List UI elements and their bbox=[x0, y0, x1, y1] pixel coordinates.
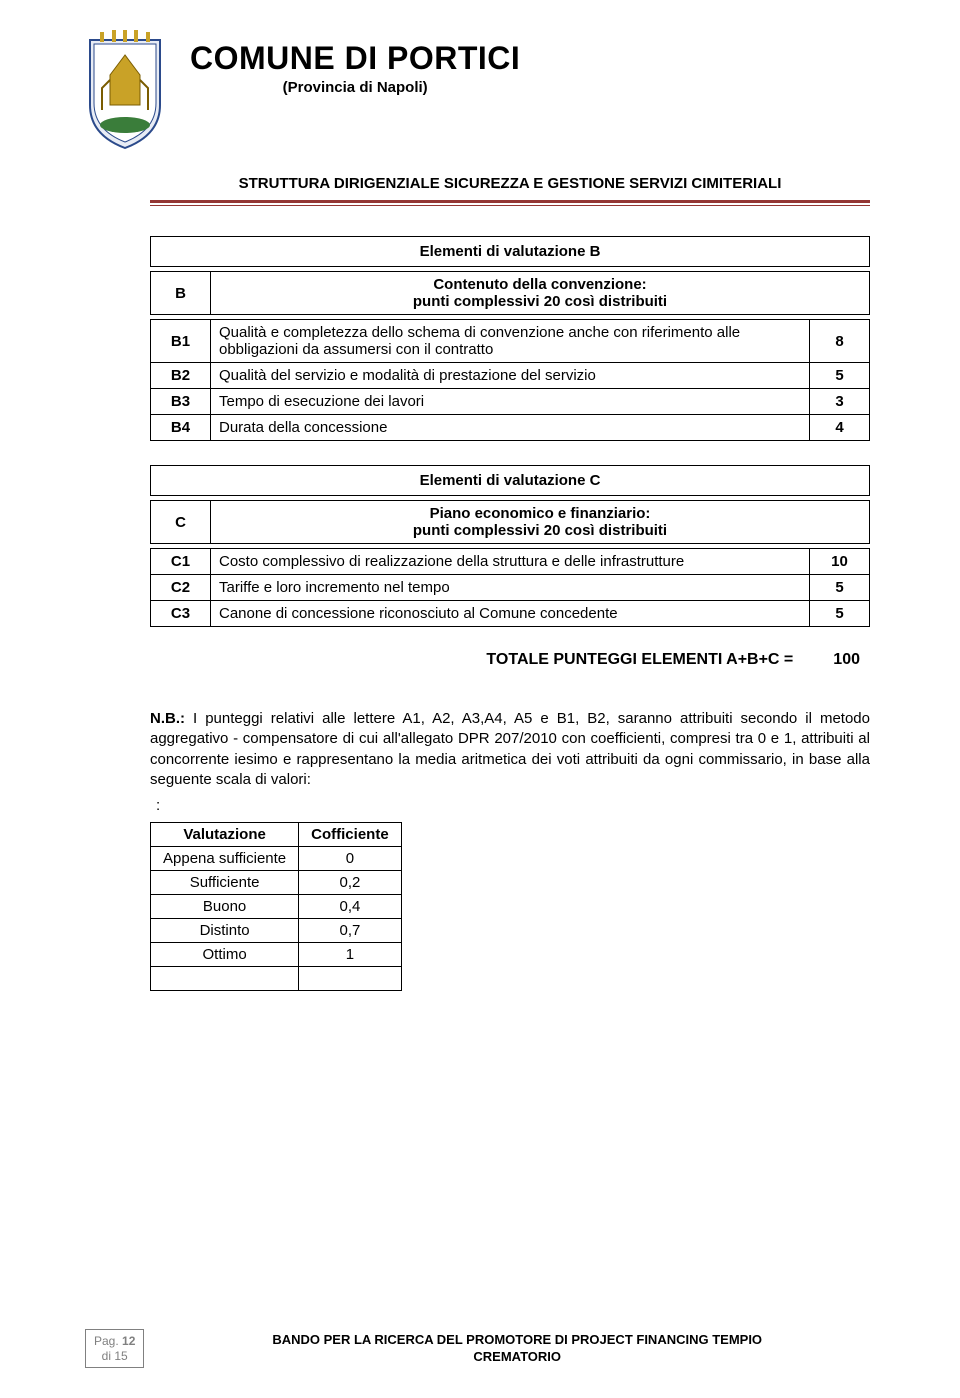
table-b-title: Elementi di valutazione B bbox=[151, 237, 870, 267]
table-b-section-desc: Contenuto della convenzione: punti compl… bbox=[211, 272, 870, 315]
v00: Appena sufficiente bbox=[151, 847, 299, 871]
table-row: B3Tempo di esecuzione dei lavori3 bbox=[151, 389, 870, 415]
table-b: Elementi di valutazione B bbox=[150, 236, 870, 267]
v41: 1 bbox=[299, 943, 402, 967]
b3-desc: Tempo di esecuzione dei lavori bbox=[211, 389, 810, 415]
c1-val: 10 bbox=[810, 549, 870, 575]
table-c-rows: C1Costo complessivo di realizzazione del… bbox=[150, 548, 870, 627]
title-block: COMUNE DI PORTICI (Provincia di Napoli) bbox=[190, 30, 520, 96]
c3-val: 5 bbox=[810, 601, 870, 627]
table-b-rows: B1Qualità e completezza dello schema di … bbox=[150, 319, 870, 441]
page-num: 12 bbox=[122, 1334, 135, 1348]
b1-desc: Qualità e completezza dello schema di co… bbox=[211, 320, 810, 363]
table-c-section-desc: Piano economico e finanziario: punti com… bbox=[211, 501, 870, 544]
municipal-crest-icon bbox=[80, 30, 170, 150]
b3-val: 3 bbox=[810, 389, 870, 415]
footer: Pag. 12 di 15 BANDO PER LA RICERCA DEL P… bbox=[85, 1329, 870, 1368]
b2-desc: Qualità del servizio e modalità di prest… bbox=[211, 363, 810, 389]
v01: 0 bbox=[299, 847, 402, 871]
b2-label: B2 bbox=[151, 363, 211, 389]
footer-doc-title: BANDO PER LA RICERCA DEL PROMOTORE DI PR… bbox=[164, 1332, 870, 1366]
v10: Sufficiente bbox=[151, 871, 299, 895]
nb-text: I punteggi relativi alle lettere A1, A2,… bbox=[150, 710, 870, 788]
table-row: B2Qualità del servizio e modalità di pre… bbox=[151, 363, 870, 389]
table-row: Sufficiente0,2 bbox=[151, 871, 402, 895]
b2-val: 5 bbox=[810, 363, 870, 389]
val-h0: Valutazione bbox=[151, 823, 299, 847]
table-c-title: Elementi di valutazione C bbox=[151, 466, 870, 496]
table-c-desc-l2: punti complessivi 20 così distribuiti bbox=[413, 522, 667, 539]
table-row: Distinto0,7 bbox=[151, 919, 402, 943]
table-c-title-row: Elementi di valutazione C bbox=[151, 466, 870, 496]
c1-desc: Costo complessivo di realizzazione della… bbox=[211, 549, 810, 575]
total-line: TOTALE PUNTEGGI ELEMENTI A+B+C = 100 bbox=[150, 651, 860, 669]
b3-label: B3 bbox=[151, 389, 211, 415]
table-row: B1Qualità e completezza dello schema di … bbox=[151, 320, 870, 363]
document-header: COMUNE DI PORTICI (Provincia di Napoli) bbox=[80, 30, 870, 150]
ft-l1: BANDO PER LA RICERCA DEL PROMOTORE DI PR… bbox=[272, 1332, 762, 1347]
valuation-table: Valutazione Cofficiente Appena sufficien… bbox=[150, 822, 402, 991]
table-row: B4Durata della concessione4 bbox=[151, 415, 870, 441]
b4-val: 4 bbox=[810, 415, 870, 441]
v11: 0,2 bbox=[299, 871, 402, 895]
v31: 0,7 bbox=[299, 919, 402, 943]
val-h1: Cofficiente bbox=[299, 823, 402, 847]
table-b-desc-l2: punti complessivi 20 così distribuiti bbox=[413, 293, 667, 310]
main-title: COMUNE DI PORTICI bbox=[190, 40, 520, 77]
c2-desc: Tariffe e loro incremento nel tempo bbox=[211, 575, 810, 601]
table-row: C2Tariffe e loro incremento nel tempo5 bbox=[151, 575, 870, 601]
val-table-header: Valutazione Cofficiente bbox=[151, 823, 402, 847]
table-row: C1Costo complessivo di realizzazione del… bbox=[151, 549, 870, 575]
v30: Distinto bbox=[151, 919, 299, 943]
table-b-section-label: B bbox=[151, 272, 211, 315]
table-b-body: B Contenuto della convenzione: punti com… bbox=[150, 271, 870, 315]
table-c-section-row: C Piano economico e finanziario: punti c… bbox=[151, 501, 870, 544]
nb-paragraph: N.B.: I punteggi relativi alle lettere A… bbox=[150, 709, 870, 790]
table-c: Elementi di valutazione C bbox=[150, 465, 870, 496]
table-b-section-row: B Contenuto della convenzione: punti com… bbox=[151, 272, 870, 315]
b1-label: B1 bbox=[151, 320, 211, 363]
c3-desc: Canone di concessione riconosciuto al Co… bbox=[211, 601, 810, 627]
table-c-body: C Piano economico e finanziario: punti c… bbox=[150, 500, 870, 544]
table-row: C3Canone di concessione riconosciuto al … bbox=[151, 601, 870, 627]
page-label: Pag. bbox=[94, 1334, 119, 1348]
content-area: Elementi di valutazione B B Contenuto de… bbox=[150, 236, 870, 991]
b4-desc: Durata della concessione bbox=[211, 415, 810, 441]
nb-prefix: N.B.: bbox=[150, 710, 185, 727]
b4-label: B4 bbox=[151, 415, 211, 441]
subtitle: (Provincia di Napoli) bbox=[190, 79, 520, 96]
v50 bbox=[151, 967, 299, 991]
c3-label: C3 bbox=[151, 601, 211, 627]
ft-l2: CREMATORIO bbox=[473, 1349, 561, 1364]
c1-label: C1 bbox=[151, 549, 211, 575]
page-number-box: Pag. 12 di 15 bbox=[85, 1329, 144, 1368]
total-label: TOTALE PUNTEGGI ELEMENTI A+B+C = bbox=[486, 651, 793, 668]
total-value: 100 bbox=[833, 651, 860, 668]
c2-label: C2 bbox=[151, 575, 211, 601]
v20: Buono bbox=[151, 895, 299, 919]
nb-colon: : bbox=[156, 796, 870, 816]
table-b-desc-l1: Contenuto della convenzione: bbox=[433, 276, 646, 293]
table-row bbox=[151, 967, 402, 991]
table-b-title-row: Elementi di valutazione B bbox=[151, 237, 870, 267]
table-row: Ottimo1 bbox=[151, 943, 402, 967]
b1-val: 8 bbox=[810, 320, 870, 363]
department-title: STRUTTURA DIRIGENZIALE SICUREZZA E GESTI… bbox=[150, 175, 870, 192]
v21: 0,4 bbox=[299, 895, 402, 919]
c2-val: 5 bbox=[810, 575, 870, 601]
v51 bbox=[299, 967, 402, 991]
table-c-desc-l1: Piano economico e finanziario: bbox=[430, 505, 651, 522]
page-of: di 15 bbox=[102, 1349, 128, 1363]
v40: Ottimo bbox=[151, 943, 299, 967]
table-row: Appena sufficiente0 bbox=[151, 847, 402, 871]
horizontal-rule bbox=[150, 200, 870, 206]
table-c-section-label: C bbox=[151, 501, 211, 544]
table-row: Buono0,4 bbox=[151, 895, 402, 919]
